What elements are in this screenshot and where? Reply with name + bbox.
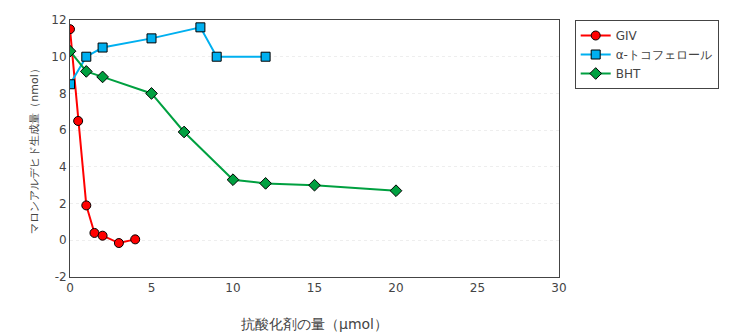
svg-text:5: 5: [148, 281, 156, 295]
svg-text:GIV: GIV: [616, 29, 638, 43]
svg-text:10: 10: [225, 281, 240, 295]
svg-text:2: 2: [59, 197, 67, 211]
svg-text:4: 4: [59, 160, 67, 174]
svg-text:30: 30: [551, 281, 566, 295]
svg-text:0: 0: [66, 281, 74, 295]
svg-text:6: 6: [59, 123, 67, 137]
svg-text:-2: -2: [55, 270, 67, 284]
svg-text:15: 15: [307, 281, 322, 295]
svg-text:12: 12: [51, 13, 66, 27]
svg-text:10: 10: [51, 50, 66, 64]
svg-text:8: 8: [59, 87, 67, 101]
svg-text:25: 25: [470, 281, 485, 295]
svg-text:BHT: BHT: [616, 67, 641, 81]
svg-text:α-トコフェロール: α-トコフェロール: [616, 48, 712, 62]
svg-text:マロンアルデヒド生成量（nmol）: マロンアルデヒド生成量（nmol）: [28, 63, 41, 233]
svg-text:20: 20: [388, 281, 403, 295]
svg-text:0: 0: [59, 233, 67, 247]
svg-text:抗酸化剤の量（μmol）: 抗酸化剤の量（μmol）: [241, 316, 388, 332]
